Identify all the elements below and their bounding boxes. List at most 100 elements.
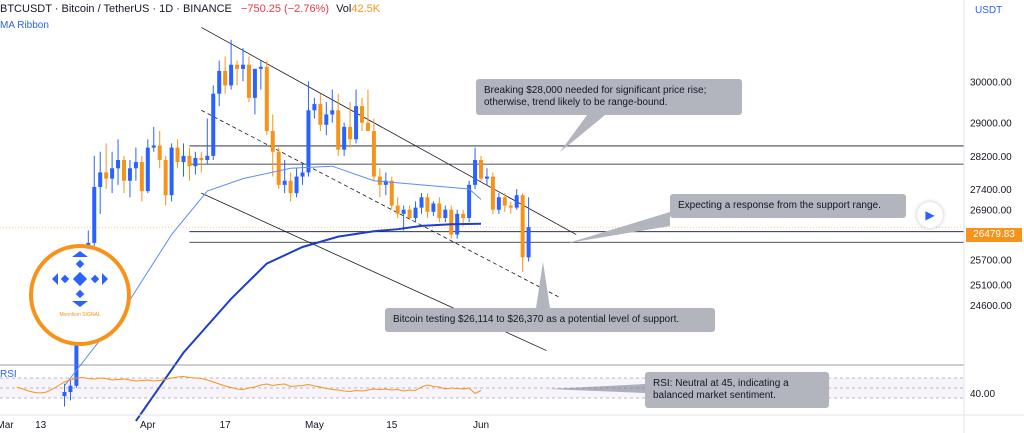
- candle-body: [145, 147, 150, 192]
- candle-body: [306, 110, 311, 173]
- candle-body: [401, 209, 406, 214]
- candle-body: [389, 180, 394, 206]
- current-price-tag: 26479.83: [966, 228, 1022, 242]
- x-tick-label: Mar: [0, 420, 14, 431]
- y-tick-label: 27400.00: [970, 185, 1012, 196]
- y-tick-label: 25700.00: [970, 255, 1012, 266]
- x-tick-label: May: [305, 420, 324, 431]
- candle-body: [133, 162, 138, 169]
- price-change: −750.25 (−2.76%): [240, 3, 330, 15]
- rsi-label[interactable]: RSI: [0, 369, 17, 380]
- candle-body: [187, 155, 192, 167]
- candle-body: [282, 180, 287, 185]
- x-tick-label: Jun: [473, 420, 489, 431]
- y-tick-label: 24600.00: [970, 301, 1012, 312]
- y-tick-label: 26900.00: [970, 206, 1012, 217]
- candle-body: [127, 168, 132, 181]
- y-tick-label: 25100.00: [970, 280, 1012, 291]
- candle-body: [490, 176, 495, 210]
- candle-body: [110, 168, 115, 179]
- candle-body: [116, 160, 121, 169]
- rsi-tick-label: 40.00: [970, 389, 995, 400]
- logo-text: Moonlism SIGNAL: [59, 312, 101, 318]
- candle-body: [336, 110, 341, 150]
- candle-body: [425, 197, 430, 212]
- candle-body: [514, 195, 519, 208]
- symbol-title: BTCUSDT · Bitcoin / TetherUS · 1D · BINA…: [0, 3, 232, 15]
- candle-body: [74, 327, 79, 386]
- candle-body: [437, 203, 442, 218]
- currency-label: USDT: [975, 5, 1002, 16]
- pointer-resistance: [560, 111, 610, 152]
- candle-body: [360, 106, 364, 123]
- play-button[interactable]: ▶: [917, 202, 943, 228]
- candle-body: [467, 184, 472, 218]
- signal-logo: Moonlism SIGNAL: [29, 244, 131, 346]
- indicator-label[interactable]: MA Ribbon: [0, 20, 49, 31]
- candle-body: [98, 172, 103, 187]
- candle-body: [496, 197, 501, 210]
- candle-body: [235, 64, 240, 69]
- candle-body: [484, 176, 489, 179]
- candle-body: [443, 209, 448, 218]
- candle-body: [270, 131, 275, 152]
- ma-ribbon: [64, 165, 482, 422]
- candle-body: [413, 207, 418, 218]
- candle-body: [288, 180, 293, 194]
- candle-body: [276, 151, 281, 185]
- candle-body: [520, 195, 525, 258]
- candle-body: [383, 180, 388, 185]
- play-icon: ▶: [925, 208, 935, 222]
- candle-body: [157, 145, 162, 160]
- ma-fast-line: [64, 165, 482, 387]
- candle-body: [217, 70, 222, 94]
- candle-body: [181, 155, 186, 163]
- candle-body: [312, 104, 317, 111]
- pointer-support-response: [568, 212, 670, 243]
- candle-body: [407, 209, 412, 218]
- x-tick-label: Apr: [140, 420, 156, 431]
- annotation-support-test: Bitcoin testing $26,114 to $26,370 as a …: [385, 308, 715, 332]
- pointer-rsi: [548, 384, 645, 393]
- candle-body: [193, 157, 198, 167]
- y-tick-label: 28200.00: [970, 152, 1012, 163]
- candle-body: [169, 147, 174, 196]
- candle-body: [246, 64, 251, 98]
- candle-body: [473, 160, 478, 185]
- candle-body: [342, 126, 347, 150]
- candle-body: [241, 64, 245, 69]
- candle-body: [449, 209, 454, 235]
- candle-body: [318, 104, 323, 125]
- candle-body: [62, 392, 67, 397]
- candle-body: [419, 197, 424, 208]
- candle-body: [104, 172, 109, 179]
- candle-body: [324, 114, 329, 125]
- annotation-pointers: [536, 111, 670, 393]
- candle-body: [264, 66, 269, 131]
- candle-body: [502, 197, 507, 206]
- candle-body: [461, 213, 466, 218]
- candle-body: [371, 131, 376, 177]
- candle-body: [229, 64, 234, 86]
- volume-value: 42.5K: [351, 3, 381, 15]
- annotation-resistance: Breaking $28,000 needed for significant …: [476, 79, 742, 115]
- candle-body: [139, 162, 144, 192]
- chart-header: BTCUSDT · Bitcoin / TetherUS · 1D · BINA…: [0, 3, 380, 15]
- candle-body: [395, 205, 400, 214]
- candle-body: [365, 122, 370, 131]
- candle-body: [92, 186, 97, 243]
- candle-body: [258, 66, 263, 69]
- candle-body: [377, 176, 382, 185]
- candle-body: [431, 203, 436, 212]
- channel-upper-line: [201, 27, 577, 235]
- ma-slow-line: [135, 222, 482, 422]
- candle-body: [479, 160, 483, 179]
- annotation-support-response: Expecting a response from the support ra…: [670, 194, 906, 218]
- rsi-line: [16, 375, 482, 395]
- candle-body: [354, 106, 359, 140]
- candle-body: [508, 205, 513, 208]
- price-channel: [201, 27, 577, 351]
- candle-body: [151, 145, 156, 148]
- candle-body: [211, 93, 216, 156]
